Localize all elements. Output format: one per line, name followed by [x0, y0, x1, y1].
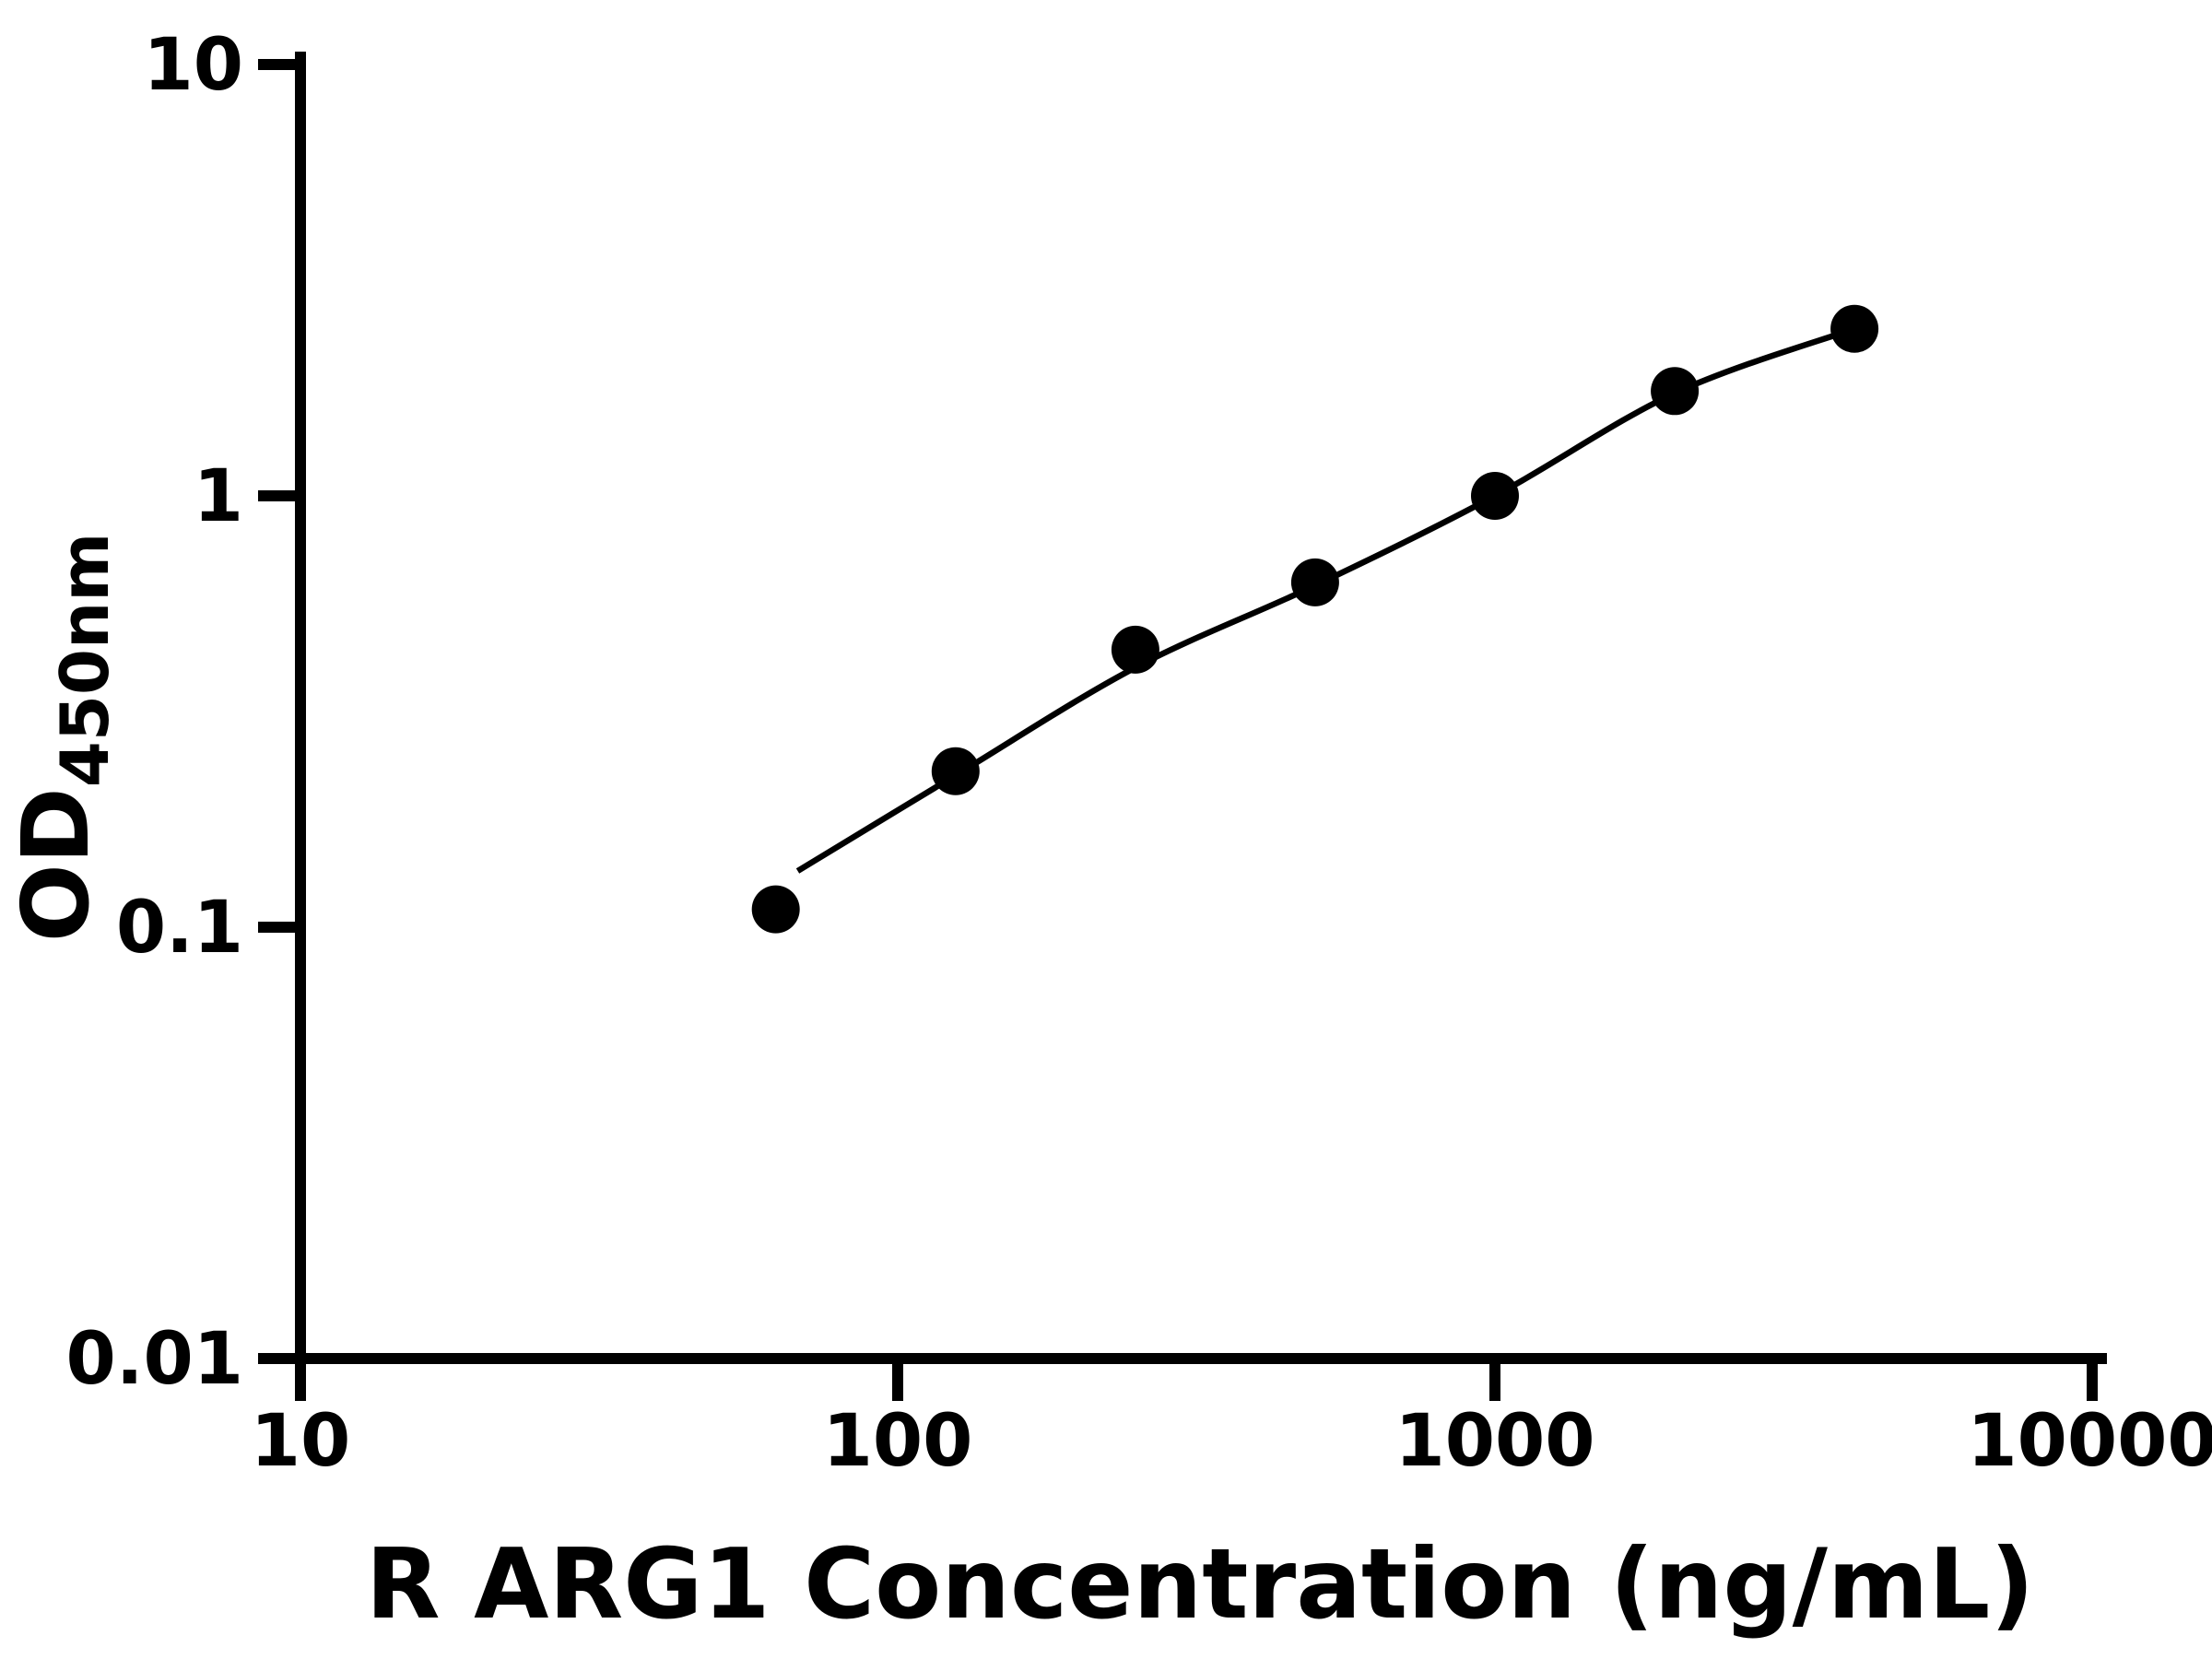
x-tick-label: 1000: [1394, 1400, 1594, 1483]
data-point: [751, 885, 800, 934]
x-tick-label: 100: [823, 1400, 973, 1483]
data-point: [1830, 304, 1879, 353]
data-point: [1290, 558, 1339, 606]
data-point: [1471, 472, 1519, 520]
y-tick-label: 1: [194, 455, 243, 538]
y-axis-title-subscript: 450nm: [46, 533, 124, 788]
x-tick-label: 10: [251, 1400, 351, 1483]
y-tick-label: 0.1: [116, 887, 243, 970]
data-point: [1111, 625, 1159, 674]
x-axis-title: R ARG1 Concentration (ng/mL): [366, 1528, 2034, 1641]
y-axis-title-main: OD: [2, 787, 110, 942]
y-axis-title: OD450nm: [2, 533, 124, 943]
plot-area: 10 100 1000 10000 10 1 0.1 0.01: [66, 24, 2212, 1483]
axis-spines: [295, 52, 2107, 1364]
x-tick-label: 10000: [1967, 1400, 2212, 1483]
y-tick-label: 10: [143, 24, 243, 107]
data-point: [1651, 367, 1700, 416]
data-point: [931, 747, 980, 795]
y-tick-label: 0.01: [66, 1318, 243, 1401]
